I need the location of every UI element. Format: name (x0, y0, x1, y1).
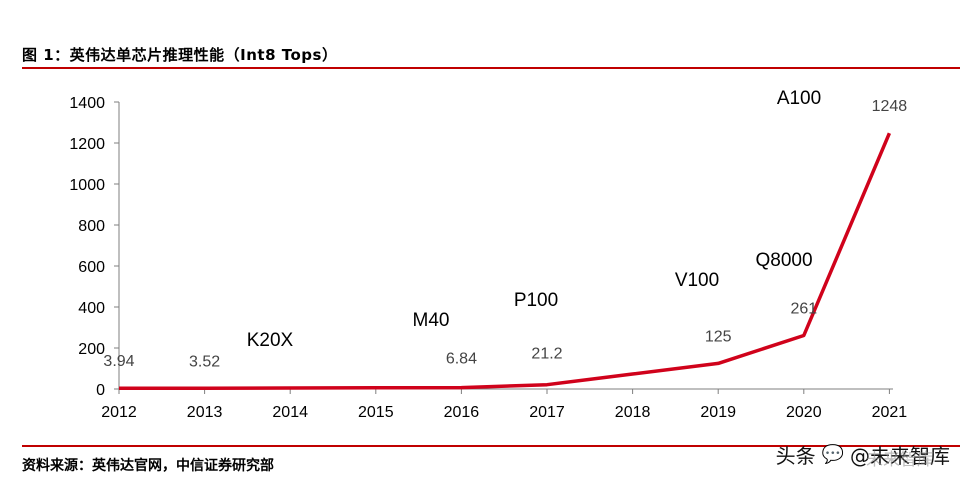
annotation-label: V100 (675, 270, 719, 291)
annotation-label: P100 (514, 290, 558, 311)
x-tick-label: 2015 (358, 404, 394, 421)
chat-bubble-icon: 💬 (821, 444, 844, 465)
data-label: 21.2 (531, 346, 562, 363)
y-tick-label: 600 (78, 259, 105, 276)
source-rule (22, 445, 960, 447)
source-note: 资料来源：英伟达官网，中信证券研究部 (22, 458, 274, 474)
y-tick-label: 800 (78, 218, 105, 235)
y-tick-label: 1200 (69, 136, 105, 153)
watermark-overlay-text: 未来智库 (866, 450, 934, 470)
data-label: 1248 (872, 98, 908, 115)
x-tick-label: 2012 (101, 404, 137, 421)
annotation-label: Q8000 (755, 250, 812, 271)
y-tick-label: 1000 (69, 177, 105, 194)
annotation-label: K20X (247, 330, 294, 351)
watermark: 头条 💬 @未来智库 (776, 440, 950, 469)
x-tick-label: 2019 (700, 404, 736, 421)
data-label: 125 (705, 328, 732, 345)
data-label: 6.84 (446, 351, 477, 368)
data-label: 3.52 (189, 353, 220, 370)
chart-marks (118, 132, 892, 391)
watermark-overlay: 未来智库 (866, 445, 934, 470)
data-label: 261 (790, 300, 817, 317)
line-chart: 0 200 400 600 800 1000 1200 1400 2012 2013 2014 201… (69, 88, 907, 421)
y-tick-label: 0 (96, 382, 105, 399)
x-tick-label: 2013 (187, 404, 223, 421)
annotation-label: A100 (777, 88, 821, 109)
watermark-prefix: 头条 (775, 444, 816, 468)
series-line (118, 132, 892, 391)
x-tick-label: 2016 (444, 404, 480, 421)
x-tick-label: 2018 (615, 404, 651, 421)
x-tick-label: 2020 (786, 404, 822, 421)
watermark-name: @未来智库 (850, 444, 950, 468)
chart-labels: 3.94 3.52 6.84 21.2 125 261 1248 K20X M40 P100 V10… (103, 88, 907, 370)
title-rule (22, 67, 960, 69)
x-tick-label: 2014 (272, 404, 308, 421)
figure-title: 图 1：英伟达单芯片推理性能（Int8 Tops） (22, 46, 338, 64)
x-tick-label: 2021 (872, 404, 908, 421)
x-tick-label: 2017 (529, 404, 565, 421)
data-label: 3.94 (103, 353, 134, 370)
y-tick-label: 1400 (69, 95, 105, 112)
chart-axes: 0 200 400 600 800 1000 1200 1400 2012 2013 2014 201… (69, 95, 907, 421)
y-tick-label: 400 (78, 300, 105, 317)
y-tick-label: 200 (78, 341, 105, 358)
annotation-label: M40 (413, 310, 450, 331)
